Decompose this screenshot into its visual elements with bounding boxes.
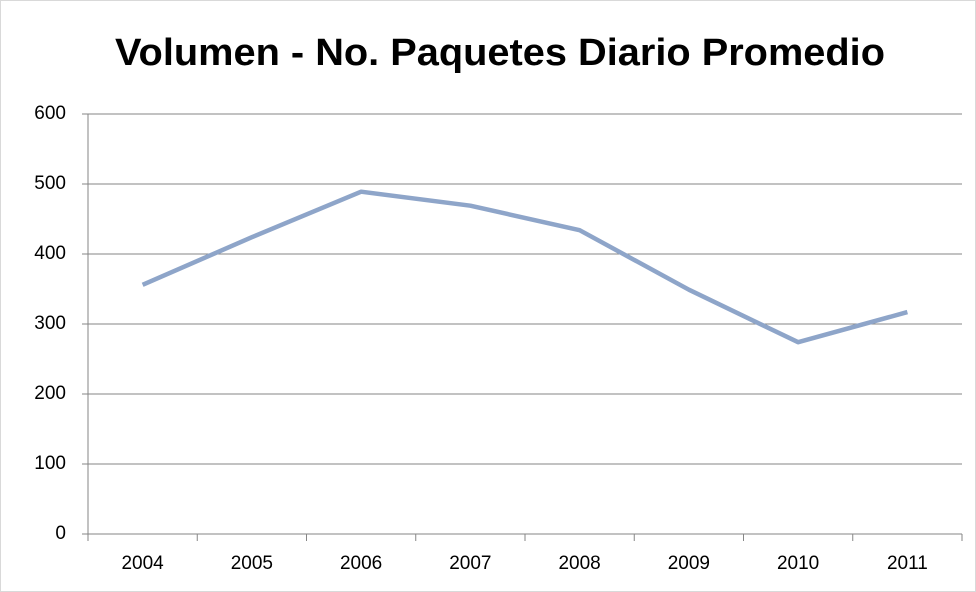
x-tick-label: 2004 bbox=[121, 553, 164, 574]
y-tick-label: 300 bbox=[34, 313, 66, 334]
data-line bbox=[141, 189, 908, 345]
y-tick-label: 400 bbox=[34, 243, 66, 264]
x-tick-label: 2006 bbox=[340, 553, 382, 574]
y-tick-label: 200 bbox=[34, 383, 66, 404]
y-tick-label: 0 bbox=[55, 523, 66, 544]
y-tick-label: 500 bbox=[34, 173, 66, 194]
x-tick-label: 2011 bbox=[887, 553, 928, 574]
x-tick-label: 2007 bbox=[449, 553, 491, 574]
y-tick-label: 100 bbox=[34, 453, 66, 474]
x-tick-label: 2010 bbox=[777, 553, 819, 574]
x-tick-label: 2008 bbox=[558, 553, 600, 574]
chart-title: Volumen - No. Paquetes Diario Promedio bbox=[115, 32, 885, 74]
y-tick-label: 600 bbox=[34, 103, 66, 124]
x-tick-label: 2005 bbox=[231, 553, 273, 574]
x-tick-label: 2009 bbox=[668, 553, 710, 574]
